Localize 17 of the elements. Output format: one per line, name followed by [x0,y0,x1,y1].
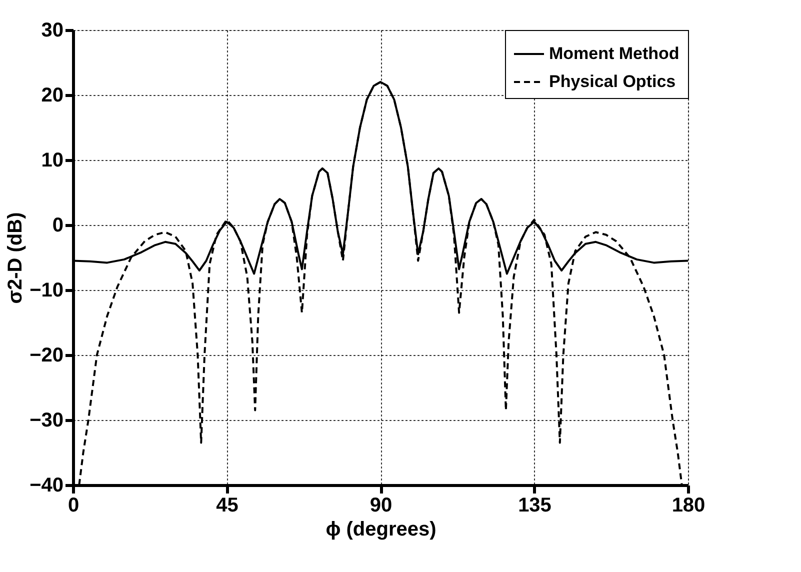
y-tick-label: 10 [41,150,64,172]
y-tick-label: 30 [41,20,64,42]
x-tick-label: 90 [370,494,392,516]
legend-label: Physical Optics [549,72,676,91]
x-tick-label: 45 [216,494,238,516]
y-axis-title: σ2-D (dB) [4,212,27,304]
legend-label: Moment Method [549,44,680,63]
y-tick-label: −30 [30,410,64,432]
y-tick-label: 20 [41,84,64,106]
y-tick-label: −40 [30,474,64,496]
x-axis-title: ϕ (degrees) [326,518,436,540]
y-tick-label: 0 [52,214,64,236]
y-tick-label: −20 [30,344,64,366]
x-tick-label: 135 [518,494,552,516]
x-tick-label: 0 [68,494,80,516]
y-tick-label: −10 [30,280,64,302]
x-tick-label: 180 [672,494,706,516]
